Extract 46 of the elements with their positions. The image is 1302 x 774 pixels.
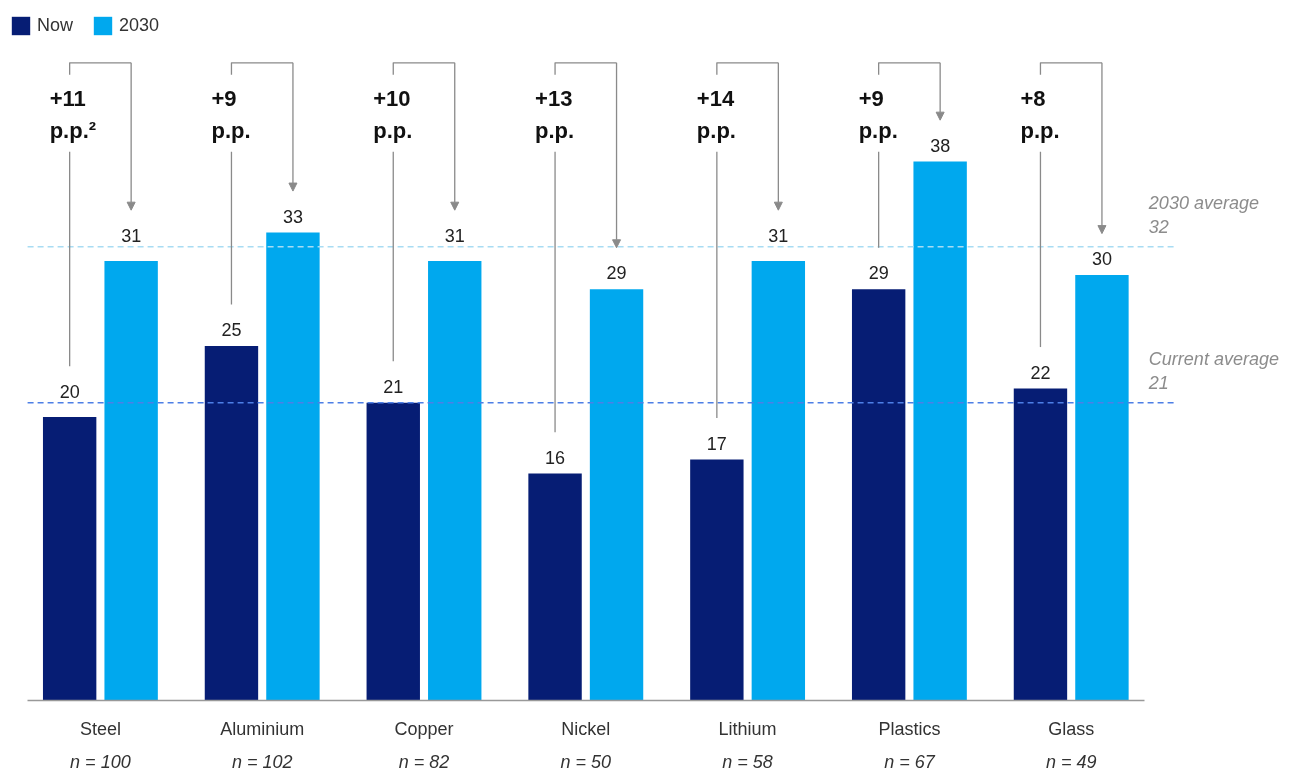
text: +10 p.p. (373, 85, 413, 144)
bar (751, 260, 806, 701)
text: +13 p.p. (535, 85, 575, 144)
category-label: Copper n = 82 (394, 718, 454, 772)
data-label: 20 (59, 381, 80, 402)
data-label: 16 (545, 447, 566, 468)
category-label: Nickel n = 50 (560, 718, 612, 772)
data-label: 31 (121, 225, 142, 246)
bar (589, 289, 644, 701)
bar (204, 345, 259, 701)
data-label: 29 (868, 263, 889, 284)
data-label: 33 (282, 206, 303, 227)
data-label: 21 (383, 376, 404, 397)
data-label: 17 (706, 433, 727, 454)
text: +9 p.p. (858, 85, 898, 144)
category-label: Steel n = 100 (70, 718, 131, 772)
ref-line-label: Current average 21 (1147, 348, 1279, 393)
category-label: Glass n = 49 (1045, 718, 1097, 772)
bar (690, 459, 744, 701)
category-label: Plastics n = 67 (878, 718, 941, 772)
bar (1075, 275, 1129, 701)
bar (42, 416, 97, 701)
bar (1013, 388, 1068, 701)
category-label: Aluminium n = 102 (220, 718, 305, 772)
data-label: 29 (606, 263, 627, 284)
bar (104, 260, 158, 701)
bar (528, 473, 582, 701)
bar (366, 402, 420, 701)
bar (266, 232, 320, 701)
text: +14 p.p. (696, 85, 736, 144)
text: +11 p.p.² (49, 85, 97, 144)
legend-label: 2030 (119, 15, 160, 36)
data-label: 38 (930, 135, 951, 156)
legend-label: Now (37, 15, 74, 36)
data-label: 25 (221, 320, 242, 341)
data-label: 31 (444, 225, 465, 246)
text: +8 p.p. (1020, 85, 1060, 144)
bar (851, 289, 906, 701)
ref-line-label: 2030 average 32 (1147, 192, 1259, 237)
bar (428, 260, 482, 701)
data-label: 22 (1030, 362, 1051, 383)
data-label: 31 (768, 225, 789, 246)
text: +9 p.p. (211, 85, 251, 144)
data-label: 30 (1091, 249, 1112, 270)
category-label: Lithium n = 58 (718, 718, 777, 772)
bar (913, 161, 967, 701)
